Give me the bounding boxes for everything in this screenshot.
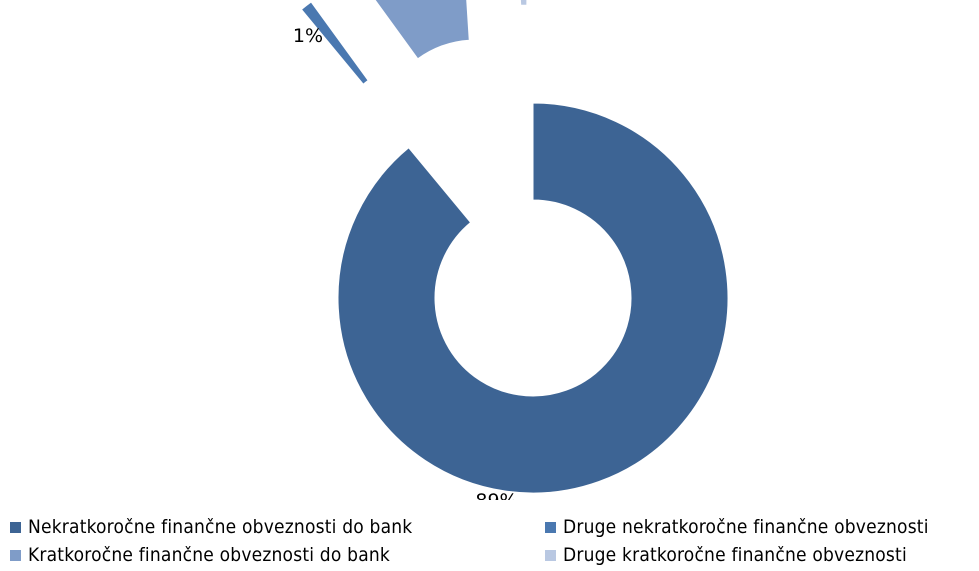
- doughnut-slice: [337, 102, 729, 494]
- slice-data-label: 9%: [391, 0, 421, 3]
- legend-item: Druge nekratkoročne finančne obveznosti: [545, 514, 929, 540]
- legend-item: Nekratkoročne finančne obveznosti do ban…: [10, 514, 412, 540]
- slice-data-label: 89%: [475, 490, 517, 500]
- legend-label: Kratkoročne finančne obveznosti do bank: [28, 544, 390, 566]
- legend-swatch: [10, 521, 21, 533]
- legend-swatch: [545, 549, 556, 561]
- doughnut-chart: 89%1%9%1%: [293, 0, 729, 500]
- legend-item: Druge kratkoročne finančne obveznosti: [545, 542, 907, 568]
- doughnut-slice: [300, 1, 369, 85]
- slice-data-label: 1%: [293, 25, 323, 47]
- legend: Nekratkoročne finančne obveznosti do ban…: [10, 514, 975, 570]
- legend-swatch: [545, 521, 556, 533]
- legend-swatch: [10, 549, 21, 561]
- doughnut-slice: [374, 0, 470, 60]
- legend-label: Druge nekratkoročne finančne obveznosti: [563, 516, 929, 538]
- doughnut-slice: [519, 0, 528, 6]
- legend-label: Nekratkoročne finančne obveznosti do ban…: [28, 516, 413, 538]
- legend-label: Druge kratkoročne finančne obveznosti: [563, 544, 907, 566]
- legend-item: Kratkoročne finančne obveznosti do bank: [10, 542, 390, 568]
